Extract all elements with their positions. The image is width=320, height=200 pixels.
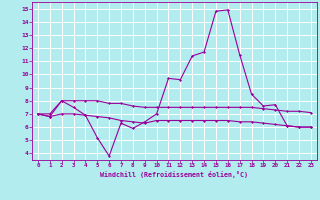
X-axis label: Windchill (Refroidissement éolien,°C): Windchill (Refroidissement éolien,°C): [100, 171, 248, 178]
